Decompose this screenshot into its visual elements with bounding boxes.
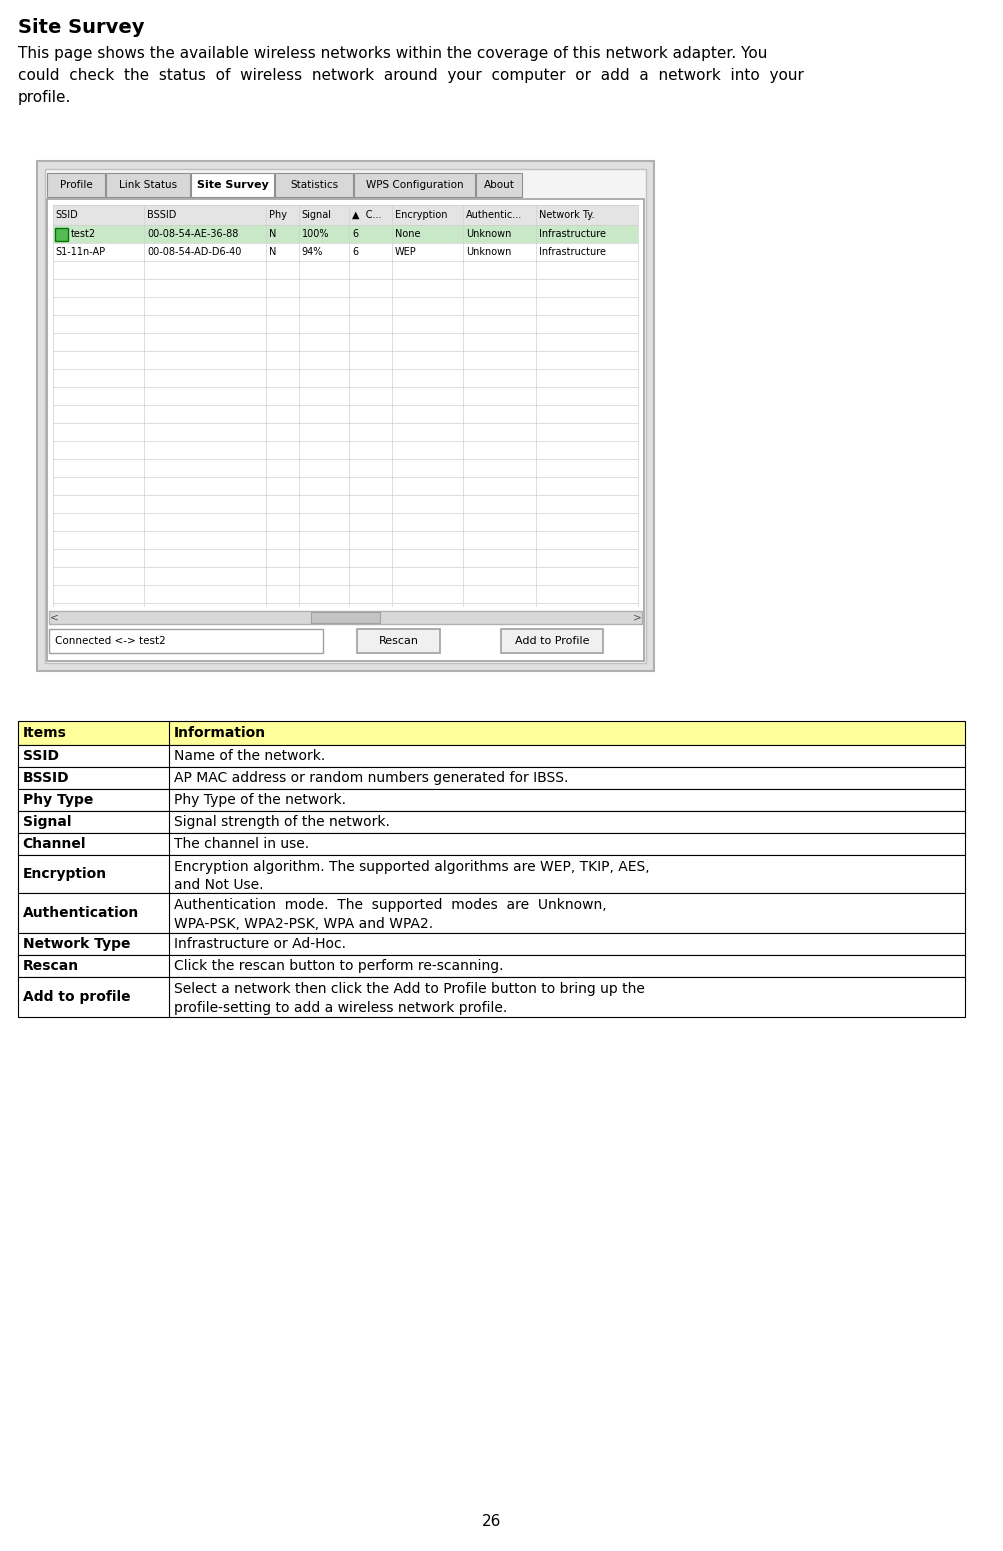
FancyBboxPatch shape [37, 161, 653, 672]
FancyBboxPatch shape [18, 721, 964, 744]
Text: SSID: SSID [22, 749, 58, 763]
FancyBboxPatch shape [311, 613, 379, 624]
Text: Link Status: Link Status [118, 180, 177, 191]
Text: None: None [394, 230, 420, 239]
Text: Authentic...: Authentic... [465, 209, 522, 220]
Text: test2: test2 [70, 230, 95, 239]
FancyBboxPatch shape [275, 174, 352, 197]
Text: 00-08-54-AE-36-88: 00-08-54-AE-36-88 [147, 230, 239, 239]
Text: profile.: profile. [18, 90, 71, 105]
FancyBboxPatch shape [49, 630, 323, 653]
Text: Signal strength of the network.: Signal strength of the network. [174, 814, 389, 828]
FancyBboxPatch shape [49, 611, 641, 624]
Text: 26: 26 [481, 1514, 500, 1528]
FancyBboxPatch shape [53, 205, 637, 225]
FancyBboxPatch shape [53, 244, 637, 261]
FancyBboxPatch shape [47, 174, 105, 197]
FancyBboxPatch shape [47, 199, 643, 661]
Text: Encryption algorithm. The supported algorithms are WEP, TKIP, AES,: Encryption algorithm. The supported algo… [174, 859, 649, 873]
FancyBboxPatch shape [353, 174, 475, 197]
Text: N: N [269, 230, 276, 239]
Text: Items: Items [22, 726, 66, 740]
Text: Name of the network.: Name of the network. [174, 749, 325, 763]
Text: Add to profile: Add to profile [22, 990, 130, 1003]
Text: 94%: 94% [301, 247, 323, 257]
Text: Phy: Phy [269, 209, 287, 220]
Text: 6: 6 [352, 230, 358, 239]
Text: Site Survey: Site Survey [197, 180, 268, 191]
Text: >: > [632, 613, 641, 622]
FancyBboxPatch shape [18, 833, 964, 855]
FancyBboxPatch shape [18, 768, 964, 789]
Text: could  check  the  status  of  wireless  network  around  your  computer  or  ad: could check the status of wireless netwo… [18, 68, 802, 84]
Text: Infrastructure: Infrastructure [539, 230, 606, 239]
Text: BSSID: BSSID [147, 209, 177, 220]
Text: Signal: Signal [22, 814, 71, 828]
Text: N: N [269, 247, 276, 257]
Text: Click the rescan button to perform re-scanning.: Click the rescan button to perform re-sc… [174, 959, 504, 972]
Text: Site Survey: Site Survey [18, 19, 144, 37]
Text: Add to Profile: Add to Profile [515, 636, 589, 647]
Text: <: < [49, 613, 58, 622]
FancyBboxPatch shape [18, 744, 964, 768]
FancyBboxPatch shape [18, 934, 964, 955]
FancyBboxPatch shape [106, 174, 190, 197]
Text: Network Ty.: Network Ty. [539, 209, 595, 220]
FancyBboxPatch shape [357, 630, 440, 653]
Text: Statistics: Statistics [290, 180, 338, 191]
Text: Profile: Profile [59, 180, 92, 191]
Text: WPA-PSK, WPA2-PSK, WPA and WPA2.: WPA-PSK, WPA2-PSK, WPA and WPA2. [174, 918, 433, 932]
Text: BSSID: BSSID [22, 771, 69, 785]
Text: Rescan: Rescan [22, 959, 78, 972]
FancyBboxPatch shape [500, 630, 603, 653]
Text: Network Type: Network Type [22, 937, 129, 951]
Text: and Not Use.: and Not Use. [174, 878, 264, 892]
Text: Unknown: Unknown [465, 247, 511, 257]
Text: Connected <-> test2: Connected <-> test2 [55, 636, 165, 647]
Text: Phy Type: Phy Type [22, 793, 93, 807]
FancyBboxPatch shape [18, 955, 964, 977]
FancyBboxPatch shape [53, 225, 637, 244]
Text: This page shows the available wireless networks within the coverage of this netw: This page shows the available wireless n… [18, 47, 766, 60]
Text: Channel: Channel [22, 838, 86, 851]
Text: Authentication  mode.  The  supported  modes  are  Unknown,: Authentication mode. The supported modes… [174, 898, 606, 912]
Text: Encryption: Encryption [394, 209, 447, 220]
FancyBboxPatch shape [55, 228, 67, 240]
Text: Information: Information [174, 726, 266, 740]
Text: ▲  C...: ▲ C... [352, 209, 381, 220]
Text: Authentication: Authentication [22, 906, 138, 920]
Text: Infrastructure or Ad-Hoc.: Infrastructure or Ad-Hoc. [174, 937, 346, 951]
FancyBboxPatch shape [45, 169, 645, 662]
Text: Select a network then click the Add to Profile button to bring up the: Select a network then click the Add to P… [174, 982, 644, 996]
Text: profile-setting to add a wireless network profile.: profile-setting to add a wireless networ… [174, 1002, 507, 1016]
Text: AP MAC address or random numbers generated for IBSS.: AP MAC address or random numbers generat… [174, 771, 568, 785]
Text: 6: 6 [352, 247, 358, 257]
Text: 100%: 100% [301, 230, 329, 239]
Text: Phy Type of the network.: Phy Type of the network. [174, 793, 346, 807]
FancyBboxPatch shape [18, 855, 964, 893]
FancyBboxPatch shape [476, 174, 522, 197]
FancyBboxPatch shape [18, 789, 964, 811]
Text: WEP: WEP [394, 247, 416, 257]
Text: Signal: Signal [301, 209, 331, 220]
FancyBboxPatch shape [18, 893, 964, 934]
Text: SSID: SSID [56, 209, 78, 220]
FancyBboxPatch shape [18, 977, 964, 1017]
Text: The channel in use.: The channel in use. [174, 838, 309, 851]
Text: S1-11n-AP: S1-11n-AP [56, 247, 105, 257]
Text: Unknown: Unknown [465, 230, 511, 239]
Text: About: About [483, 180, 515, 191]
FancyBboxPatch shape [18, 811, 964, 833]
FancyBboxPatch shape [191, 174, 274, 197]
Text: WPS Configuration: WPS Configuration [365, 180, 463, 191]
Text: Rescan: Rescan [378, 636, 418, 647]
Text: Encryption: Encryption [22, 867, 106, 881]
Text: Infrastructure: Infrastructure [539, 247, 606, 257]
Text: 00-08-54-AD-D6-40: 00-08-54-AD-D6-40 [147, 247, 242, 257]
